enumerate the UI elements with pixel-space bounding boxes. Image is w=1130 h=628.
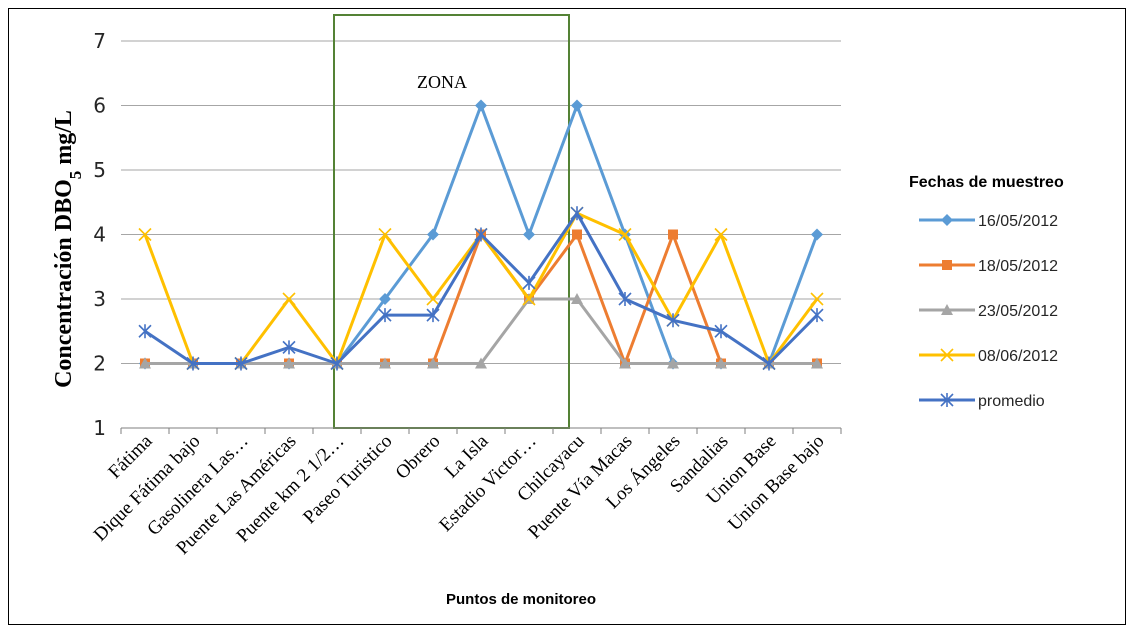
data-point [940, 348, 954, 362]
data-point [522, 275, 536, 290]
y-axis-label: Concentración DBO5 mg/L [51, 110, 85, 388]
data-point [475, 99, 487, 112]
data-point [811, 357, 823, 369]
data-point [667, 357, 679, 369]
legend-item: 08/06/2012 [919, 348, 1058, 365]
y-tick-label: 5 [93, 158, 106, 182]
data-point [475, 357, 487, 369]
data-point [282, 340, 296, 355]
marker-stroke [714, 227, 728, 242]
data-point [378, 308, 392, 323]
data-point [330, 356, 344, 371]
marker-stroke [522, 292, 536, 306]
zone-label: ZONA [417, 72, 467, 92]
data-point [666, 313, 680, 328]
marker-stroke [426, 292, 440, 306]
data-point [618, 292, 632, 306]
data-point [427, 228, 439, 241]
data-point [427, 357, 439, 369]
legend-item: promedio [919, 393, 1045, 410]
y-tick-label: 3 [93, 287, 106, 311]
legend: Fechas de muestreo 16/05/2012 18/05/2012 23… [909, 174, 1064, 410]
legend-item: 23/05/2012 [919, 303, 1058, 320]
x-tick-label: Obrero [392, 431, 445, 484]
data-point [283, 357, 295, 369]
chart-frame: ZONA 1 2 3 4 5 6 7 Fátima Dique Fátima bajo Gasol… [8, 8, 1126, 625]
y-tick-label: 1 [93, 416, 106, 440]
marker-stroke [378, 227, 392, 242]
legend-item: 18/05/2012 [919, 258, 1058, 275]
data-point [810, 292, 824, 306]
data-point [138, 324, 152, 339]
legend-label: 08/06/2012 [978, 348, 1058, 365]
data-point [186, 356, 200, 371]
data-point [941, 214, 953, 226]
y-axis-label-sub: 5 [66, 171, 85, 180]
data-point [619, 357, 631, 369]
data-point [570, 206, 584, 221]
marker-stroke [810, 292, 824, 306]
x-axis-label: Puntos de monitoreo [446, 591, 596, 608]
marker-stroke [618, 227, 632, 242]
marker-stroke [138, 227, 152, 242]
y-axis-label-unit: mg/L [51, 110, 77, 171]
data-point [618, 227, 632, 242]
data-point [762, 356, 776, 371]
data-point [668, 229, 678, 240]
data-point [474, 227, 488, 242]
data-point [942, 260, 952, 270]
data-point [379, 293, 391, 305]
marker-stroke [282, 292, 296, 306]
series-group [138, 99, 824, 371]
data-point [282, 292, 296, 306]
series-5 [138, 206, 824, 371]
data-point [379, 357, 391, 369]
data-point [138, 227, 152, 242]
legend-title: Fechas de muestreo [909, 174, 1064, 191]
data-point [234, 356, 248, 371]
legend-label: 23/05/2012 [978, 303, 1058, 320]
y-tick-label: 7 [93, 29, 106, 53]
data-point [811, 228, 823, 241]
data-point [714, 227, 728, 242]
legend-label: 16/05/2012 [978, 213, 1058, 230]
y-axis-label-main: Concentración DBO [51, 179, 77, 388]
data-point [940, 393, 954, 407]
data-point [941, 304, 953, 315]
data-point [523, 228, 535, 241]
data-point [810, 308, 824, 323]
legend-label: promedio [978, 393, 1045, 410]
legend-item: 16/05/2012 [919, 213, 1058, 230]
data-point [714, 324, 728, 339]
data-point [139, 357, 151, 369]
data-point [378, 227, 392, 242]
data-point [572, 229, 582, 240]
data-point [426, 308, 440, 323]
data-point [522, 292, 536, 306]
grid [121, 40, 841, 364]
data-point [571, 293, 583, 304]
data-point [426, 292, 440, 306]
marker-stroke [940, 348, 954, 362]
data-point [571, 99, 583, 112]
legend-label: 18/05/2012 [978, 258, 1058, 275]
y-tick-label: 2 [93, 352, 106, 376]
y-tick-label: 4 [93, 223, 106, 247]
data-point [715, 357, 727, 369]
y-tick-label: 6 [93, 94, 106, 118]
